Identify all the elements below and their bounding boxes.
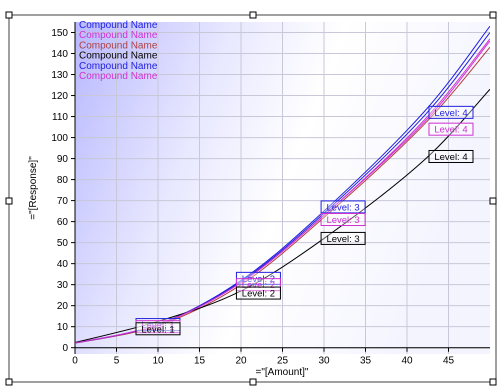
level-label-box xyxy=(428,105,474,119)
legend-entry: Compound Name xyxy=(79,40,158,51)
x-axis-label: ="[Amount]" xyxy=(256,367,309,378)
y-tick-label: 130 xyxy=(51,70,68,81)
level-label: Level: 3 xyxy=(320,200,366,214)
y-tick-label: 40 xyxy=(57,259,69,270)
level-label-text: Level: 3 xyxy=(326,215,359,226)
legend-entry: Compound Name xyxy=(79,51,158,62)
level-labels: Level: 4 Level: 4 Level: 4 Level: 3 Level: 3… xyxy=(135,105,474,336)
level-label-text: Level: 3 xyxy=(326,234,359,245)
level-label: Level: 4 xyxy=(428,149,474,163)
resize-handle-top-right[interactable] xyxy=(489,11,497,19)
level-label-text: Level: 3 xyxy=(326,202,359,213)
y-tick-label: 120 xyxy=(51,91,68,102)
x-tick-label: 5 xyxy=(114,356,120,367)
resize-handle-left[interactable] xyxy=(5,197,13,205)
level-label-text: Level: 4 xyxy=(434,108,467,119)
level-label-box xyxy=(428,122,474,136)
y-tick-label: 10 xyxy=(57,322,69,333)
x-tick-label: 30 xyxy=(318,356,330,367)
y-tick-label: 100 xyxy=(51,133,68,144)
y-tick-label: 140 xyxy=(51,49,68,60)
y-tick-label: 30 xyxy=(57,280,69,291)
legend-entry: Compound Name xyxy=(79,20,158,31)
level-label-text: Level: 4 xyxy=(434,125,467,136)
level-label-box xyxy=(428,149,474,163)
x-tick-label: 35 xyxy=(360,356,372,367)
x-tick-label: 40 xyxy=(401,356,413,367)
level-label-text: Level: 1 xyxy=(141,324,174,335)
resize-handles[interactable] xyxy=(5,11,497,386)
resize-handle-bottom[interactable] xyxy=(249,378,257,386)
level-label: Level: 2 xyxy=(235,286,281,300)
level-label-box xyxy=(235,278,281,292)
legend-entry: Compound Name xyxy=(79,71,158,82)
legend-entry: Compound Name xyxy=(79,30,158,41)
level-label-box xyxy=(135,322,181,336)
level-label-text: Level: 2 xyxy=(242,289,275,300)
y-tick-label: 110 xyxy=(52,112,68,123)
x-tick-label: 0 xyxy=(72,356,78,367)
x-tick-label: 20 xyxy=(235,356,247,367)
y-tick-label: 150 xyxy=(51,28,68,39)
resize-handle-top[interactable] xyxy=(249,11,257,19)
level-label-text: Level: 2 xyxy=(242,274,275,285)
y-tick-label: 80 xyxy=(57,175,69,186)
resize-handle-bottom-left[interactable] xyxy=(5,378,13,386)
series-line-6 xyxy=(75,38,490,344)
series-line-3 xyxy=(75,46,490,344)
level-label: Level: 4 xyxy=(428,105,474,119)
x-tick-label: 45 xyxy=(443,356,455,367)
y-tick-label: 90 xyxy=(57,154,69,165)
level-label-box xyxy=(320,200,366,214)
level-label: Level: 1 xyxy=(135,322,181,336)
y-tick-label: 0 xyxy=(62,343,68,354)
resize-handle-top-left[interactable] xyxy=(5,11,13,19)
y-tick-label: 50 xyxy=(57,238,69,249)
y-tick-label: 70 xyxy=(57,196,69,207)
level-label: Level: 2 xyxy=(235,278,281,292)
y-tick-label: 60 xyxy=(57,217,69,228)
x-tick-label: 10 xyxy=(152,356,164,367)
legend-entry: Compound Name xyxy=(79,61,158,72)
resize-handle-right[interactable] xyxy=(489,197,497,205)
level-label-text: Level: 1 xyxy=(141,320,174,331)
y-axis-label: ="[Response]" xyxy=(28,156,39,220)
level-label: Level: 3 xyxy=(320,213,366,227)
tick-labels: 0 5 10 15 20 25 30 35 40 45 0 10 20 30 40 50 60 70 80 90 100… xyxy=(51,28,454,367)
x-tick-label: 25 xyxy=(277,356,289,367)
level-label: Level: 3 xyxy=(320,231,366,245)
x-tick-label: 15 xyxy=(194,356,206,367)
level-label-text: Level: 1 xyxy=(141,322,174,333)
level-label-text: Level: 2 xyxy=(242,280,275,291)
level-label: Level: 4 xyxy=(428,122,474,136)
resize-handle-bottom-right[interactable] xyxy=(489,378,497,386)
level-label-box xyxy=(320,231,366,245)
level-label-box xyxy=(320,213,366,227)
y-tick-label: 20 xyxy=(57,301,69,312)
level-label-box xyxy=(235,286,281,300)
level-label-text: Level: 4 xyxy=(434,152,467,163)
